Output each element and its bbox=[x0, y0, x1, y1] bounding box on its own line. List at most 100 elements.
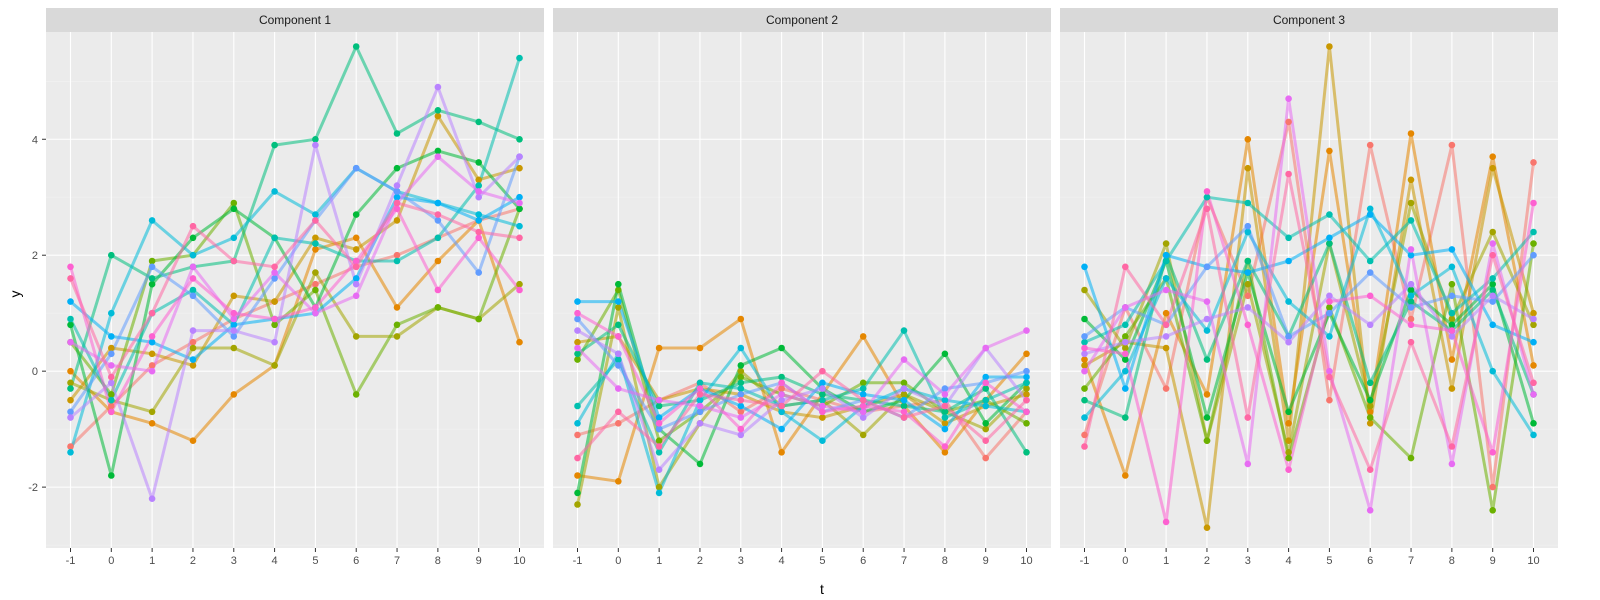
data-point bbox=[271, 362, 278, 369]
data-point bbox=[941, 396, 949, 404]
y-tick-label: 4 bbox=[32, 134, 38, 146]
data-point bbox=[312, 240, 319, 247]
data-point bbox=[352, 43, 360, 50]
data-point bbox=[1530, 240, 1537, 247]
data-point bbox=[189, 362, 197, 369]
data-point bbox=[230, 234, 238, 242]
data-point bbox=[230, 321, 238, 329]
data-point bbox=[312, 211, 319, 218]
x-tick-label: 3 bbox=[231, 555, 237, 567]
data-point bbox=[737, 315, 745, 323]
data-point bbox=[1366, 211, 1374, 218]
x-tick-label: 8 bbox=[942, 555, 948, 567]
data-point bbox=[1530, 251, 1537, 259]
data-point bbox=[108, 396, 115, 404]
data-point bbox=[393, 321, 401, 329]
data-point bbox=[655, 483, 663, 491]
data-point bbox=[393, 182, 401, 189]
data-point bbox=[434, 257, 442, 265]
data-point bbox=[615, 420, 622, 427]
data-point bbox=[1326, 211, 1333, 218]
data-point bbox=[189, 251, 197, 259]
data-point bbox=[148, 408, 156, 416]
series-line bbox=[1084, 189, 1535, 524]
data-point bbox=[189, 356, 197, 363]
data-point bbox=[737, 425, 745, 433]
data-point bbox=[737, 379, 745, 387]
data-point bbox=[1203, 298, 1211, 305]
data-point bbox=[982, 396, 989, 404]
data-point bbox=[1285, 257, 1292, 265]
data-point bbox=[819, 391, 826, 398]
data-point bbox=[108, 391, 115, 398]
data-point bbox=[1489, 286, 1496, 294]
data-point bbox=[1326, 147, 1333, 155]
data-point bbox=[352, 391, 360, 398]
series-line bbox=[69, 149, 521, 477]
data-point bbox=[1081, 333, 1088, 340]
data-point bbox=[1530, 199, 1537, 207]
data-point bbox=[1244, 164, 1252, 172]
data-point bbox=[615, 333, 622, 340]
data-point bbox=[475, 315, 483, 323]
data-point bbox=[1448, 292, 1456, 300]
data-point bbox=[655, 420, 663, 427]
data-point bbox=[230, 333, 238, 340]
data-point bbox=[189, 263, 197, 271]
data-point bbox=[148, 280, 156, 288]
data-point bbox=[574, 356, 581, 363]
data-point bbox=[1448, 327, 1456, 334]
data-point bbox=[737, 344, 745, 352]
data-point bbox=[434, 83, 442, 91]
data-point bbox=[1162, 309, 1170, 317]
data-point bbox=[1326, 234, 1333, 242]
data-point bbox=[1081, 362, 1088, 369]
data-point bbox=[475, 193, 483, 201]
data-point bbox=[189, 286, 197, 294]
x-tick-label: 3 bbox=[1245, 555, 1251, 567]
data-point bbox=[1489, 153, 1496, 160]
data-point bbox=[1244, 321, 1252, 329]
data-point bbox=[148, 217, 156, 224]
x-tick-label: 7 bbox=[1408, 555, 1414, 567]
data-point bbox=[1122, 414, 1129, 421]
data-point bbox=[737, 385, 745, 392]
data-point bbox=[655, 414, 663, 421]
data-point bbox=[1023, 379, 1030, 387]
data-point bbox=[574, 402, 581, 410]
data-point bbox=[1023, 367, 1030, 375]
data-point bbox=[1448, 333, 1456, 340]
data-point bbox=[1448, 309, 1456, 317]
x-tick-label: 6 bbox=[860, 555, 866, 567]
data-point bbox=[1448, 443, 1456, 450]
data-point bbox=[516, 164, 523, 172]
data-point bbox=[312, 309, 319, 317]
x-tick-label: 2 bbox=[190, 555, 196, 567]
x-tick-label: 5 bbox=[819, 555, 825, 567]
data-point bbox=[189, 338, 197, 346]
data-point bbox=[475, 188, 483, 195]
data-point bbox=[1122, 385, 1129, 392]
data-point bbox=[1489, 228, 1496, 236]
data-point bbox=[1244, 199, 1252, 207]
data-point bbox=[148, 495, 156, 503]
x-tick-label: 4 bbox=[1286, 555, 1292, 567]
data-point bbox=[737, 391, 745, 398]
y-tick-label: 0 bbox=[32, 366, 38, 378]
data-point bbox=[1366, 379, 1374, 387]
data-point bbox=[230, 344, 238, 352]
data-point bbox=[230, 315, 238, 323]
data-point bbox=[1285, 338, 1292, 346]
data-point bbox=[859, 402, 867, 410]
x-tick-label: 6 bbox=[353, 555, 359, 567]
data-point bbox=[1285, 408, 1292, 416]
data-point bbox=[1203, 315, 1211, 323]
data-point bbox=[1023, 385, 1030, 392]
data-point bbox=[900, 414, 908, 421]
data-point bbox=[1244, 414, 1252, 421]
data-point bbox=[393, 199, 401, 207]
data-point bbox=[352, 333, 360, 340]
data-point bbox=[655, 443, 663, 450]
data-point bbox=[778, 385, 785, 392]
data-point bbox=[1448, 385, 1456, 392]
